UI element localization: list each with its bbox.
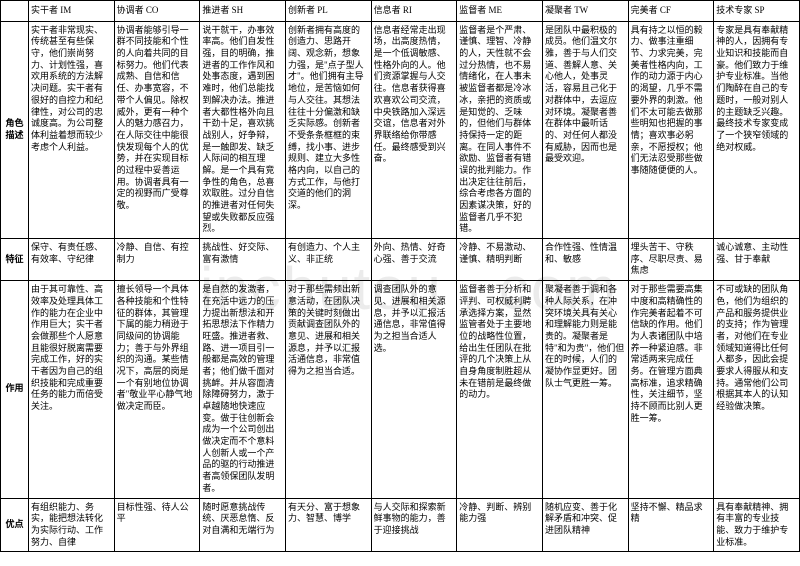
desc-tw: 是团队中最积极的成员。他们温文尔雅，善于与人们交道、善解人意、关心他人，处事灵活… <box>542 21 628 238</box>
strength-im: 有组织能力、务实，能把想法转化为实际行动、工作努力、自律 <box>29 498 115 552</box>
traits-tw: 合作性强、性情温和、敏感 <box>542 239 628 281</box>
col-me: 监督者 ME <box>457 1 543 22</box>
role-pl: 对于那些需频出新意活动，在团队决策的关键时刻做出贡献调查团队外的意见、进展和相关… <box>285 281 371 498</box>
desc-me: 监督者是个严肃、谨慎、理智、冷静的人，天性就不会过分热情，也不易情绪化，在人事未… <box>457 21 543 238</box>
strength-pl: 有天分、富于想象力、智慧、博学 <box>285 498 371 552</box>
desc-sh: 说干就干，办事效率高。他们自发性强，目的明确，推进者的工作作风和处事态度，遇到困… <box>200 21 286 238</box>
strength-row: 优点 有组织能力、务实，能把想法转化为实际行动、工作努力、自律 目标性强、待人公… <box>1 498 800 552</box>
desc-sp: 专家是具有奉献精神的人，因拥有专业知识和技能而自豪。他们致力于维护专业标准。当他… <box>714 21 800 238</box>
strength-ri: 与人交际和探索新鲜事物的能力，善于迎接挑战 <box>371 498 457 552</box>
role-sp: 不可或缺的团队角色，他们为组织的产品和服务提供业的支持；作为管理者，对他们在专业… <box>714 281 800 498</box>
col-ri: 信息者 RI <box>371 1 457 22</box>
desc-row: 角色描述 实干者非常现实、传统甚至有些保守，他们崇尚努力、计划性强，喜欢用系统的… <box>1 21 800 238</box>
strength-me: 冷静、判断、辨别能力强 <box>457 498 543 552</box>
strength-co: 目标性强、待人公平 <box>114 498 200 552</box>
role-label: 作用 <box>1 281 29 498</box>
role-co: 擅长领导一个具体各种技能和个性特征的群体，其管理下属的能力稍逊于同级间的协调能力… <box>114 281 200 498</box>
traits-row: 特征 保守、有责任感、有效率、守纪律 冷静、自信、有控制力 挑战性、好交际、富有… <box>1 239 800 281</box>
col-tw: 凝聚者 TW <box>542 1 628 22</box>
desc-ri: 信息者经常走出现场，出高度热情，是一个低调敏感、性格外向的人。他们资源掌握与人交… <box>371 21 457 238</box>
role-tw: 聚凝者善于调和各种人际关系，在冲突环境关具有关心和理解能力则是能贵的。凝聚者是特… <box>542 281 628 498</box>
role-ri: 调查团队外的意见、进展和相关源息，并予以汇报活通信息，非常值得为之担当合适人选。 <box>371 281 457 498</box>
role-me: 监督者善于分析和评判、可权威利聘承选择方案，显然监管者处于主要地位的战略性位置，… <box>457 281 543 498</box>
strength-cf: 坚持不懈、精品求精 <box>628 498 714 552</box>
desc-im: 实干者非常现实、传统甚至有些保守，他们崇尚努力、计划性强，喜欢用系统的方法解决问… <box>29 21 115 238</box>
desc-pl: 创新者拥有高度的创造力、思路开阔、观念新，想象力强，是"点子型人才"。他们拥有主… <box>285 21 371 238</box>
desc-cf: 具有持之以恒的毅力、做事注重细节、力求完美，完美者性格内向，工作的动力源于内心的… <box>628 21 714 238</box>
header-row: 实干者 IM 协调者 CO 推进者 SH 创新者 PL 信息者 RI 监督者 M… <box>1 1 800 22</box>
strength-tw: 随机应变、善于化解矛盾和冲突、促进团队精神 <box>542 498 628 552</box>
col-sp: 技术专家 SP <box>714 1 800 22</box>
traits-sh: 挑战性、好交际、富有激情 <box>200 239 286 281</box>
strength-sh: 随时愿意挑战传统、厌恶怠惰、反对自满和无端行为 <box>200 498 286 552</box>
traits-im: 保守、有责任感、有效率、守纪律 <box>29 239 115 281</box>
traits-pl: 有创造力、个人主义、非正统 <box>285 239 371 281</box>
roles-table: 实干者 IM 协调者 CO 推进者 SH 创新者 PL 信息者 RI 监督者 M… <box>0 0 800 552</box>
desc-label: 角色描述 <box>1 21 29 238</box>
strength-sp: 具有奉献精神、拥有丰富的专业技能、致力于维护专业标准。 <box>714 498 800 552</box>
traits-ri: 外向、热情、好奇心强、善于交流 <box>371 239 457 281</box>
desc-co: 协调者能够引导一群不同技能和个性的人向着共同的目标努力。他们代表成熟、自信和信任… <box>114 21 200 238</box>
traits-sp: 诚心诚意、主动性强、甘于奉献 <box>714 239 800 281</box>
col-co: 协调者 CO <box>114 1 200 22</box>
col-im: 实干者 IM <box>29 1 115 22</box>
traits-cf: 埋头苦干、守秩序、尽职尽责、易焦虑 <box>628 239 714 281</box>
role-im: 由于其可靠性、高效率及处理具体工作的能力在企业中作用巨大；实干者会做那些个人愿意… <box>29 281 115 498</box>
col-sh: 推进者 SH <box>200 1 286 22</box>
traits-label: 特征 <box>1 239 29 281</box>
role-row: 作用 由于其可靠性、高效率及处理具体工作的能力在企业中作用巨大；实干者会做那些个… <box>1 281 800 498</box>
role-sh: 是自然的发激者，在充活中远力的压力提出新想法和开拓思想法下作精力旺盛。推进者救、… <box>200 281 286 498</box>
corner-cell <box>1 1 29 22</box>
col-cf: 完美者 CF <box>628 1 714 22</box>
strength-label: 优点 <box>1 498 29 552</box>
role-cf: 对于那些需要高集中度和高精确性的作完美者起着不可信缺的作用。他们为人表诸团队中培… <box>628 281 714 498</box>
traits-co: 冷静、自信、有控制力 <box>114 239 200 281</box>
col-pl: 创新者 PL <box>285 1 371 22</box>
traits-me: 冷静、不易激动、谨慎、精明判断 <box>457 239 543 281</box>
